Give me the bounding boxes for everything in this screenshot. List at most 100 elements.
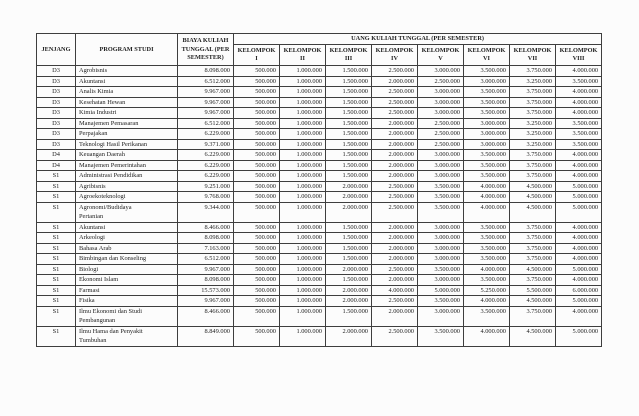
cell-kelompok-3: 2.000.000 (325, 263, 372, 276)
cell-kelompok-7: 3.750.000 (509, 242, 556, 255)
cell-kelompok-5: 3.500.000 (417, 263, 464, 276)
cell-kelompok-1: 500.000 (233, 305, 280, 327)
cell-kelompok-5: 3.000.000 (417, 86, 464, 98)
cell-kelompok-7: 3.250.000 (509, 117, 556, 130)
cell-kelompok-2: 1.000.000 (279, 138, 326, 151)
cell-kelompok-1: 500.000 (233, 284, 280, 297)
cell-biaya: 6.512.000 (177, 117, 234, 130)
cell-jenjang: D3 (36, 117, 76, 130)
cell-jenjang: D3 (36, 75, 76, 88)
cell-kelompok-2: 1.000.000 (279, 295, 326, 307)
cell-kelompok-7: 3.750.000 (509, 107, 556, 119)
cell-jenjang: S1 (36, 295, 76, 307)
cell-program-studi: Biologi (75, 263, 178, 276)
cell-program-studi: Teknologi Hasil Perikanan (75, 138, 178, 151)
cell-kelompok-4: 2.000.000 (371, 117, 418, 130)
cell-kelompok-7: 3.750.000 (509, 96, 556, 109)
cell-jenjang: S1 (36, 191, 76, 203)
cell-jenjang: D3 (36, 86, 76, 98)
cell-kelompok-6: 3.000.000 (463, 117, 510, 130)
cell-kelompok-8: 3.500.000 (554, 138, 603, 151)
table-row: D3 Perpajakan 6.229.000 500.000 1.000.000 1.5… (36, 128, 603, 140)
cell-kelompok-7: 4.500.000 (509, 191, 556, 203)
cell-kelompok-5: 3.500.000 (417, 180, 464, 193)
cell-program-studi: Agrobisnis (75, 65, 178, 77)
cell-biaya: 8.098.000 (177, 65, 234, 77)
cell-program-studi: Farmasi (75, 284, 178, 297)
cell-kelompok-3: 1.500.000 (325, 117, 372, 130)
cell-biaya: 15.573.000 (177, 284, 234, 297)
table-row: S1 Administrasi Pendidikan 6.229.000 500.00… (36, 170, 603, 182)
cell-biaya: 7.163.000 (177, 242, 234, 255)
col-header-kelompok-iii: KELOMPOK III (325, 44, 372, 67)
cell-kelompok-2: 1.000.000 (279, 170, 326, 182)
cell-kelompok-3: 1.500.000 (325, 75, 372, 88)
cell-kelompok-2: 1.000.000 (279, 284, 326, 297)
cell-kelompok-8: 4.000.000 (554, 96, 603, 109)
cell-program-studi: Agroekoteknologi (75, 191, 178, 203)
cell-kelompok-5: 3.500.000 (417, 201, 464, 223)
cell-kelompok-8: 4.000.000 (554, 232, 603, 244)
cell-kelompok-2: 1.000.000 (279, 221, 326, 234)
cell-program-studi: Ekonomi Islam (75, 274, 178, 286)
cell-kelompok-1: 500.000 (233, 191, 280, 203)
cell-kelompok-4: 2.000.000 (371, 138, 418, 151)
cell-kelompok-7: 4.500.000 (509, 325, 556, 347)
cell-biaya: 9.344.000 (177, 201, 234, 223)
cell-kelompok-6: 3.500.000 (463, 253, 510, 265)
cell-kelompok-4: 2.000.000 (371, 159, 418, 172)
table-row: S1 Agribisnis 9.251.000 500.000 1.000.000 2.0… (36, 180, 603, 193)
table-row: S1 Akuntansi 8.466.000 500.000 1.000.000 1.50… (36, 221, 603, 234)
cell-jenjang: S1 (36, 242, 76, 255)
cell-kelompok-6: 4.000.000 (463, 180, 510, 193)
cell-kelompok-4: 2.500.000 (371, 96, 418, 109)
cell-kelompok-3: 2.000.000 (325, 191, 372, 203)
cell-kelompok-5: 2.500.000 (417, 128, 464, 140)
table-row: D3 Teknologi Hasil Perikanan 9.371.000 500.… (36, 138, 603, 151)
cell-kelompok-5: 3.000.000 (417, 305, 464, 327)
cell-program-studi: Keuangan Daerah (75, 149, 178, 161)
cell-kelompok-7: 3.750.000 (509, 149, 556, 161)
cell-program-studi: Kesehatan Hewan (75, 96, 178, 109)
cell-program-studi: Manajemen Pemasaran (75, 117, 178, 130)
cell-kelompok-8: 6.000.000 (554, 284, 603, 297)
cell-program-studi: Ilmu Hama dan Penyakit Tumbuhan (75, 325, 178, 347)
cell-kelompok-8: 4.000.000 (554, 170, 603, 182)
col-header-kelompok-viii: KELOMPOK VIII (554, 44, 603, 67)
cell-biaya: 8.466.000 (177, 305, 234, 327)
cell-biaya: 6.229.000 (177, 149, 234, 161)
cell-kelompok-3: 1.500.000 (325, 65, 372, 77)
cell-jenjang: D4 (36, 159, 76, 172)
cell-kelompok-2: 1.000.000 (279, 107, 326, 119)
cell-biaya: 9.967.000 (177, 86, 234, 98)
cell-kelompok-7: 5.500.000 (509, 284, 556, 297)
cell-kelompok-6: 3.500.000 (463, 242, 510, 255)
cell-program-studi: Administrasi Pendidikan (75, 170, 178, 182)
cell-jenjang: S1 (36, 325, 76, 347)
cell-kelompok-3: 1.500.000 (325, 159, 372, 172)
cell-kelompok-1: 500.000 (233, 253, 280, 265)
cell-program-studi: Akuntansi (75, 75, 178, 88)
table-row: S1 Ilmu Hama dan Penyakit Tumbuhan 8.849.0… (36, 325, 603, 347)
cell-kelompok-4: 2.000.000 (371, 305, 418, 327)
cell-kelompok-1: 500.000 (233, 159, 280, 172)
cell-kelompok-2: 1.000.000 (279, 274, 326, 286)
cell-kelompok-7: 3.750.000 (509, 305, 556, 327)
table-row: S1 Farmasi 15.573.000 500.000 1.000.000 2.000… (36, 284, 603, 297)
cell-kelompok-7: 4.500.000 (509, 295, 556, 307)
cell-kelompok-5: 3.500.000 (417, 295, 464, 307)
cell-kelompok-4: 2.000.000 (371, 149, 418, 161)
cell-kelompok-8: 4.000.000 (554, 65, 603, 77)
cell-kelompok-7: 3.750.000 (509, 65, 556, 77)
cell-jenjang: D3 (36, 128, 76, 140)
col-header-biaya-kuliah-tunggal: BIAYA KULIAH TUNGGAL (PER SEMESTER) (177, 32, 234, 67)
cell-kelompok-6: 3.500.000 (463, 170, 510, 182)
cell-kelompok-5: 3.000.000 (417, 65, 464, 77)
col-header-kelompok-vii: KELOMPOK VII (509, 44, 556, 67)
cell-kelompok-6: 3.000.000 (463, 138, 510, 151)
cell-kelompok-2: 1.000.000 (279, 159, 326, 172)
cell-kelompok-6: 3.500.000 (463, 232, 510, 244)
cell-jenjang: D3 (36, 96, 76, 109)
table-row: S1 Biologi 9.967.000 500.000 1.000.000 2.000.… (36, 263, 603, 276)
